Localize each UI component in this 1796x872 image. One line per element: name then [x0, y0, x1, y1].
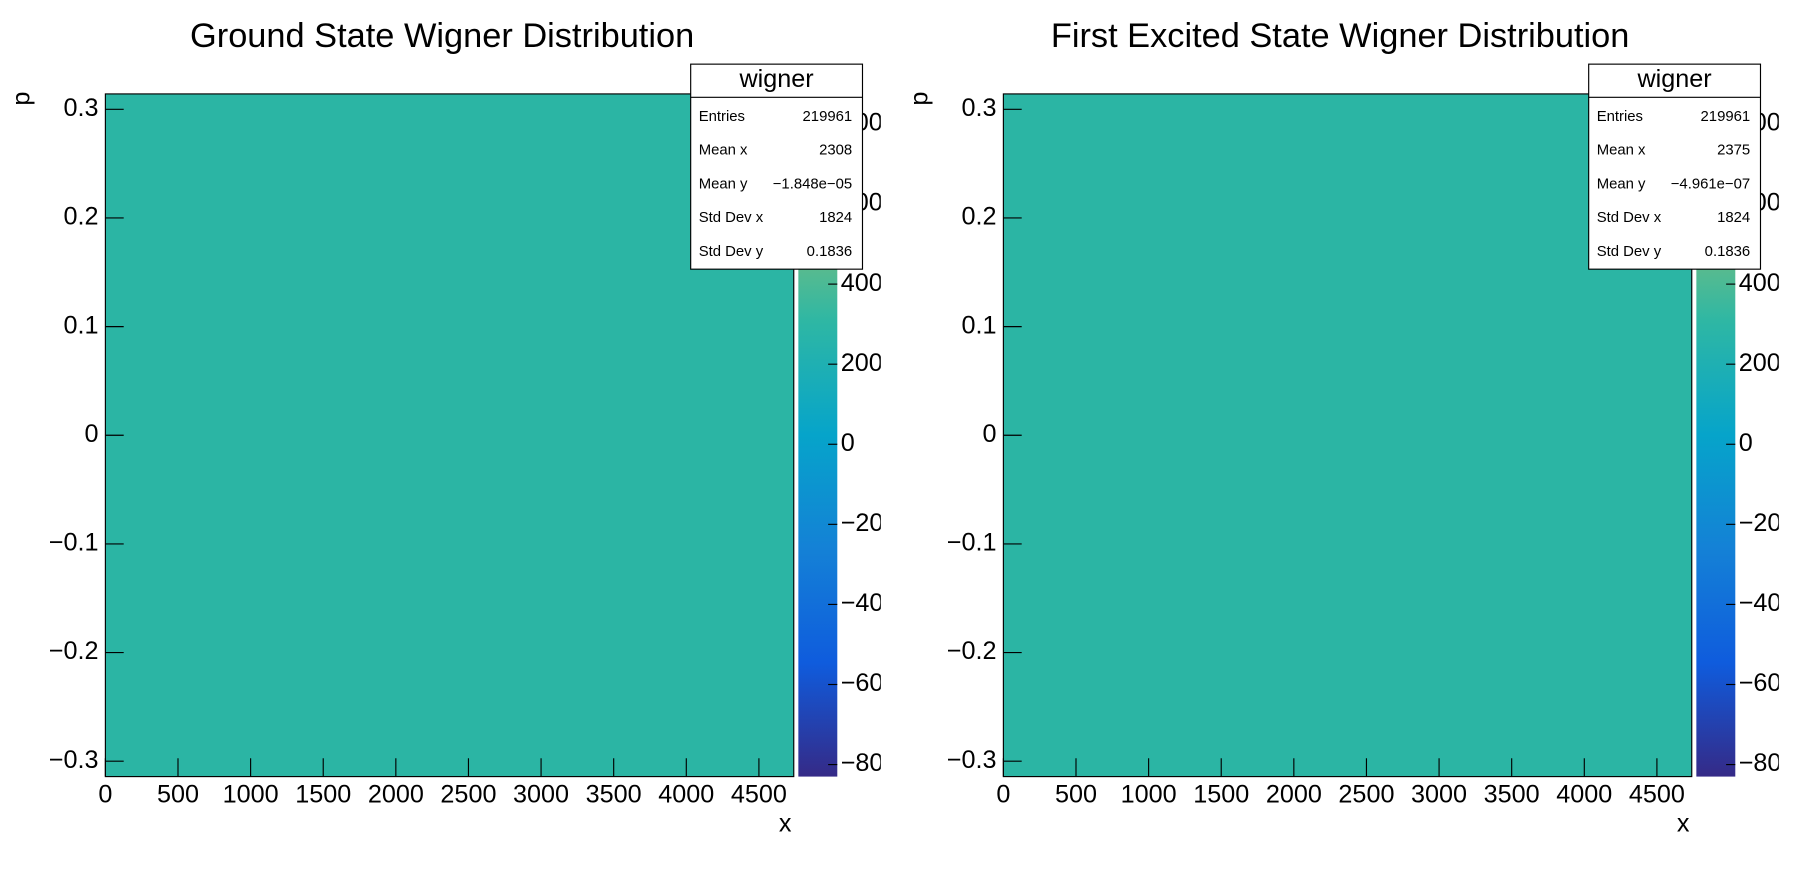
- x-tick-label: 500: [157, 781, 199, 809]
- stats-label: Std Dev x: [1597, 210, 1662, 226]
- x-tick-label: 0: [996, 781, 1010, 809]
- y-tick-label: 0.2: [961, 203, 996, 231]
- z-tick-label: 0: [1739, 429, 1753, 457]
- y-tick-label: −0.2: [947, 637, 997, 665]
- y-tick-label: 0.2: [63, 203, 98, 231]
- z-tick-label: −200: [841, 509, 898, 537]
- stats-label: Mean y: [1597, 176, 1646, 192]
- x-tick-label: 4000: [658, 781, 714, 809]
- y-axis-title: p: [906, 92, 934, 106]
- x-tick-label: 2500: [440, 781, 496, 809]
- y-tick-label: 0.3: [961, 94, 996, 122]
- x-tick-label: 3000: [1411, 781, 1467, 809]
- z-tick-label: −600: [841, 669, 898, 697]
- y-tick-label: 0.1: [63, 311, 98, 339]
- stats-label: Mean y: [699, 176, 748, 192]
- y-tick-label: −0.3: [947, 746, 997, 774]
- z-tick-label: 400: [1739, 269, 1781, 297]
- stats-label: Std Dev x: [699, 210, 764, 226]
- y-axis-title: p: [8, 92, 36, 106]
- x-tick-label: 1500: [1193, 781, 1249, 809]
- x-tick-label: 1000: [1121, 781, 1177, 809]
- heatmap-area: [1002, 93, 1693, 778]
- y-tick-label: 0.3: [63, 94, 98, 122]
- y-tick-label: −0.2: [49, 637, 99, 665]
- chart-title: Ground State Wigner Distribution: [190, 17, 694, 55]
- z-tick-label: −800: [841, 749, 898, 777]
- y-tick-label: 0: [84, 420, 98, 448]
- x-tick-label: 0: [98, 781, 112, 809]
- z-tick-label: −400: [1739, 589, 1796, 617]
- x-tick-label: 2500: [1338, 781, 1394, 809]
- stats-value: 219961: [803, 109, 853, 125]
- x-tick-label: 3500: [586, 781, 642, 809]
- heatmap-area: [104, 93, 795, 778]
- stats-value: 1824: [819, 210, 852, 226]
- y-tick-label: −0.1: [947, 529, 997, 557]
- z-tick-label: 200: [1739, 349, 1781, 377]
- y-tick-label: −0.3: [49, 746, 99, 774]
- x-tick-label: 1000: [223, 781, 279, 809]
- panel: First Excited State Wigner Distribution −…: [906, 17, 1796, 837]
- x-tick-label: 3500: [1484, 781, 1540, 809]
- stats-label: Std Dev y: [699, 244, 764, 260]
- stats-box: [690, 63, 864, 270]
- x-axis-title: x: [1677, 809, 1690, 837]
- x-tick-label: 4500: [1629, 781, 1685, 809]
- stats-title: wigner: [738, 65, 813, 93]
- stats-box: [1588, 63, 1762, 270]
- x-tick-label: 2000: [1266, 781, 1322, 809]
- stats-value: 1824: [1717, 210, 1750, 226]
- x-tick-label: 3000: [513, 781, 569, 809]
- chart-title: First Excited State Wigner Distribution: [1051, 17, 1630, 55]
- x-tick-label: 500: [1055, 781, 1097, 809]
- z-tick-label: 200: [841, 349, 883, 377]
- stats-label: Entries: [1597, 109, 1643, 125]
- x-tick-label: 4500: [731, 781, 787, 809]
- stats-value: −1.848e−05: [773, 176, 852, 192]
- stats-label: Mean x: [1597, 143, 1646, 159]
- panel: Ground State Wigner Distribution −800 −600…: [8, 17, 898, 837]
- stats-value: 0.1836: [807, 244, 852, 260]
- z-tick-label: −200: [1739, 509, 1796, 537]
- y-tick-label: 0.1: [961, 311, 996, 339]
- x-tick-label: 2000: [368, 781, 424, 809]
- stats-value: 219961: [1701, 109, 1751, 125]
- stats-value: 2375: [1717, 143, 1750, 159]
- z-tick-label: 400: [841, 269, 883, 297]
- stats-label: Entries: [699, 109, 745, 125]
- stats-title: wigner: [1636, 65, 1711, 93]
- z-tick-label: −400: [841, 589, 898, 617]
- stats-value: −4.961e−07: [1671, 176, 1750, 192]
- y-tick-label: −0.1: [49, 529, 99, 557]
- z-tick-label: −600: [1739, 669, 1796, 697]
- stats-value: 2308: [819, 143, 852, 159]
- stats-label: Mean x: [699, 143, 748, 159]
- x-tick-label: 4000: [1556, 781, 1612, 809]
- stats-label: Std Dev y: [1597, 244, 1662, 260]
- stats-value: 0.1836: [1705, 244, 1751, 260]
- x-axis-title: x: [779, 809, 792, 837]
- y-tick-label: 0: [982, 420, 996, 448]
- z-tick-label: 0: [841, 429, 855, 457]
- x-tick-label: 1500: [295, 781, 351, 809]
- z-tick-label: −800: [1739, 749, 1796, 777]
